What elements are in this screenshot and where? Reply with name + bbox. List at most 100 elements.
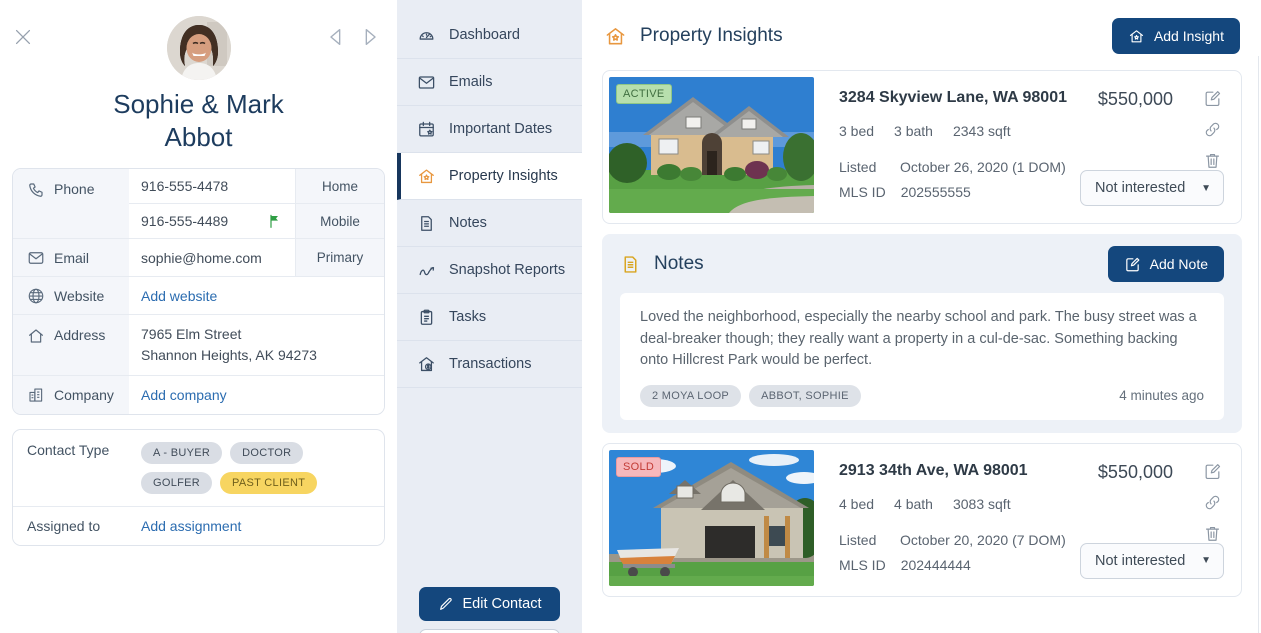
email-type-badge: Primary [295,239,384,276]
note-tag[interactable]: ABBOT, SOPHIE [749,384,861,407]
property-insights-icon [606,27,625,44]
status-badge: SOLD [616,456,662,477]
interest-dropdown[interactable]: Not interested ▼ [1080,542,1224,579]
prev-contact-icon[interactable] [325,26,347,48]
phone-type-badge: Mobile [295,204,384,238]
edit-icon[interactable] [1203,462,1222,481]
note-timestamp: 4 minutes ago [1119,388,1204,403]
property-address: 2913 34th Ave, WA 98001 [839,461,1028,479]
trash-icon[interactable] [1203,151,1222,170]
property-photo: SOLD [609,449,814,586]
email-icon [28,251,44,264]
mls-id: 202444444 [900,556,971,573]
property-price: $550,000 [1097,461,1173,482]
link-icon[interactable] [1203,120,1222,139]
assigned-to-label: Assigned to [13,507,129,545]
emails-icon [418,75,435,89]
add-website-link[interactable]: Add website [141,287,218,304]
listed-date: October 26, 2020 (1 DOM) [900,159,1066,175]
important-dates-icon [419,121,434,136]
contact-type-tag[interactable]: GOLFER [141,472,213,494]
pencil-icon [439,597,452,610]
trash-icon[interactable] [1203,524,1222,543]
property-actions [1203,462,1222,543]
property-insights-panel: Property Insights Add Insight [582,0,1261,633]
link-icon[interactable] [1203,493,1222,512]
listed-date: October 20, 2020 (7 DOM) [900,531,1066,548]
property-address: 3284 Skyview Lane, WA 98001 [839,89,1067,106]
contact-type-tags: A - BUYER DOCTOR GOLFER PAST CLIENT [129,430,384,506]
note-card: Loved the neighborhood, especially the n… [620,293,1224,420]
interest-dropdown[interactable]: Not interested ▼ [1080,170,1224,206]
sidebar-item-important-dates[interactable]: Important Dates [397,106,582,153]
sqft: 3083 sqft [952,495,1011,512]
scrollbar[interactable] [1258,56,1259,633]
property-photo: ACTIVE [609,77,814,213]
secondary-action-button-partial[interactable] [419,629,560,633]
add-insight-button[interactable]: Add Insight [1111,18,1240,54]
edit-icon[interactable] [1203,89,1222,108]
avatar [166,16,231,80]
building-icon [29,388,43,402]
contact-panel: Sophie & Mark Abbot Phone 916-555-4478 H… [0,0,397,633]
sqft: 2343 sqft [952,123,1011,139]
email-label: Email [13,239,129,276]
flag-icon [270,214,278,228]
website-row: Website Add website [13,277,384,315]
notes-title: Notes [620,253,704,275]
note-tag[interactable]: 2 MOYA LOOP [640,384,742,407]
phone-row: Phone 916-555-4478 Home 916-555-4489 Mob… [13,169,384,239]
contact-info-card: Phone 916-555-4478 Home 916-555-4489 Mob… [12,168,385,415]
contact-pager [325,26,381,48]
address-value: 7965 Elm Street Shannon Heights, AK 9427… [129,315,384,375]
add-assignment-link[interactable]: Add assignment [141,518,242,534]
sidebar-item-tasks[interactable]: Tasks [397,294,582,341]
mls-row: MLS ID 202444444 [839,556,971,573]
contact-type-label: Contact Type [13,430,129,506]
next-contact-icon[interactable] [359,26,381,48]
phone-type-badge: Home [295,169,384,203]
add-company-link[interactable]: Add company [141,387,227,403]
contact-type-tag[interactable]: DOCTOR [230,442,304,464]
tasks-icon [420,309,433,325]
website-label: Website [13,277,129,314]
notes-section: Notes Add Note Loved the neighborhood, e… [602,234,1242,433]
note-tags: 2 MOYA LOOP ABBOT, SOPHIE [640,384,861,407]
contact-type-tag[interactable]: A - BUYER [141,442,223,464]
property-actions [1203,89,1222,170]
contact-type-card: Contact Type A - BUYER DOCTOR GOLFER PAS… [12,429,385,546]
company-label: Company [13,376,129,414]
contact-type-tag-past-client[interactable]: PAST CLIENT [220,472,318,494]
address-label: Address [13,315,129,375]
snapshot-reports-icon [419,266,435,275]
baths: 4 bath [894,495,933,512]
transactions-icon [419,356,434,371]
note-text: Loved the neighborhood, especially the n… [640,309,1197,368]
sidebar-item-snapshot-reports[interactable]: Snapshot Reports [397,247,582,294]
note-footer: 2 MOYA LOOP ABBOT, SOPHIE 4 minutes ago [640,384,1204,407]
edit-contact-button[interactable]: Edit Contact [419,587,560,621]
phone-icon [29,183,43,197]
house-icon [1129,29,1144,42]
property-specs: 4 bed 4 bath 3083 sqft [839,496,1085,512]
sidebar-item-property-insights[interactable]: Property Insights [397,153,582,200]
phone-label: Phone [13,169,129,238]
assigned-to-row: Assigned to Add assignment [13,507,384,545]
contact-type-row: Contact Type A - BUYER DOCTOR GOLFER PAS… [13,430,384,507]
beds: 4 bed [839,495,875,512]
sidebar-nav: Dashboard Emails Important Dates Propert… [397,0,582,633]
sidebar-item-notes[interactable]: Notes [397,200,582,247]
sidebar-item-emails[interactable]: Emails [397,59,582,106]
property-specs: 3 bed 3 bath 2343 sqft [839,123,1085,139]
address-row: Address 7965 Elm Street Shannon Heights,… [13,315,384,376]
sidebar-item-dashboard[interactable]: Dashboard [397,12,582,59]
property-insights-icon [419,169,434,183]
add-note-button[interactable]: Add Note [1107,246,1224,282]
beds: 3 bed [839,123,875,139]
page-title: Property Insights [604,25,783,48]
sidebar-item-transactions[interactable]: Transactions [397,341,582,388]
notes-header: Notes Add Note [620,246,1224,282]
mls-row: MLS ID 202555555 [839,184,971,200]
status-badge: ACTIVE [616,84,672,104]
close-icon[interactable] [12,26,34,48]
